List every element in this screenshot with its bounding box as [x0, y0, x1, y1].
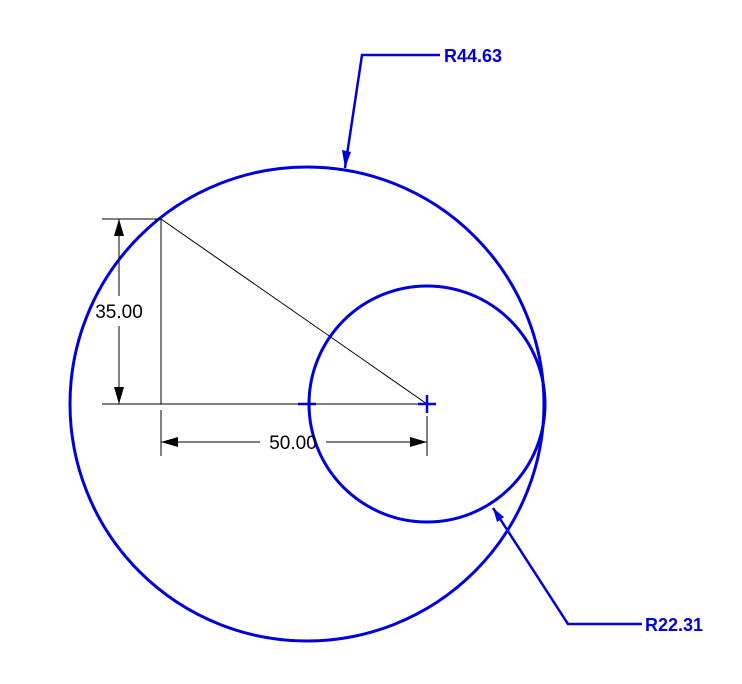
vertical-dimension-label: 35.00 — [95, 302, 143, 323]
small-circle-center-mark — [418, 395, 436, 413]
vertical-arrow-bottom — [114, 387, 124, 404]
horizontal-arrow-left — [161, 437, 178, 447]
construction-triangle — [102, 218, 428, 405]
large-radius-leader-arrow — [342, 150, 351, 168]
small-radius-leader-arrow — [493, 508, 504, 522]
horizontal-dimension-label: 50.00 — [269, 433, 317, 454]
small-radius-label: R22.31 — [645, 615, 703, 635]
vertical-dimension — [102, 218, 161, 404]
triangle-hypotenuse — [160, 218, 428, 405]
large-radius-leader — [343, 53, 440, 169]
large-radius-label: R44.63 — [444, 46, 502, 66]
small-radius-leader — [491, 507, 642, 626]
vertical-arrow-top — [114, 219, 124, 236]
horizontal-arrow-right — [410, 437, 427, 447]
horizontal-dimension — [160, 410, 428, 456]
